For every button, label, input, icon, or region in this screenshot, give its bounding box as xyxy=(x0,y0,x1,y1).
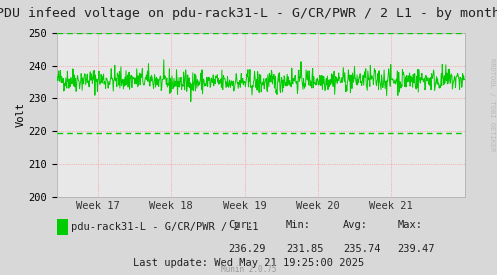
Text: Munin 2.0.75: Munin 2.0.75 xyxy=(221,265,276,274)
Text: 239.47: 239.47 xyxy=(398,244,435,254)
Text: 231.85: 231.85 xyxy=(286,244,323,254)
Text: Min:: Min: xyxy=(286,221,311,230)
Text: 235.74: 235.74 xyxy=(343,244,380,254)
Text: Week 17: Week 17 xyxy=(76,201,120,211)
Text: PDU infeed voltage on pdu-rack31-L - G/CR/PWR / 2 L1 - by month: PDU infeed voltage on pdu-rack31-L - G/C… xyxy=(0,7,497,20)
Text: 236.29: 236.29 xyxy=(229,244,266,254)
Text: Week 19: Week 19 xyxy=(223,201,266,211)
Y-axis label: Volt: Volt xyxy=(16,102,26,127)
Text: pdu-rack31-L - G/CR/PWR / 2 L1: pdu-rack31-L - G/CR/PWR / 2 L1 xyxy=(71,222,258,232)
Text: Cur:: Cur: xyxy=(229,221,253,230)
Text: Week 18: Week 18 xyxy=(150,201,193,211)
Text: Week 21: Week 21 xyxy=(369,201,413,211)
Text: RRDTOOL / TOBI OETIKER: RRDTOOL / TOBI OETIKER xyxy=(489,58,495,151)
Text: Max:: Max: xyxy=(398,221,422,230)
Text: Week 20: Week 20 xyxy=(296,201,340,211)
Text: Avg:: Avg: xyxy=(343,221,368,230)
Text: Last update: Wed May 21 19:25:00 2025: Last update: Wed May 21 19:25:00 2025 xyxy=(133,258,364,268)
